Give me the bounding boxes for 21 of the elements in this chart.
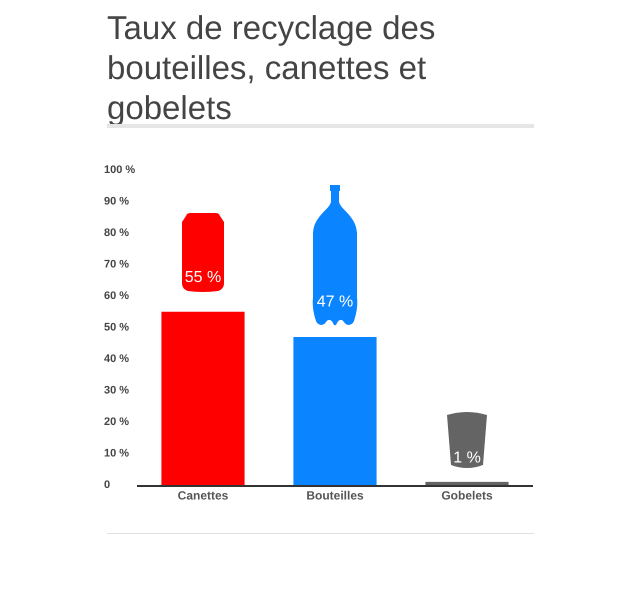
y-tick-label: 100 % bbox=[104, 164, 136, 176]
bar bbox=[425, 482, 509, 485]
y-tick-label: 80 % bbox=[104, 227, 130, 240]
x-tick-label: Gobelets bbox=[441, 488, 493, 503]
x-tick-label: Canettes bbox=[178, 488, 229, 503]
x-tick-label: Bouteilles bbox=[306, 488, 364, 503]
y-tick-label: 50 % bbox=[104, 322, 130, 334]
bar bbox=[161, 312, 245, 485]
y-tick-label: 0 bbox=[104, 479, 110, 492]
data-label: 47 % bbox=[316, 293, 354, 310]
y-tick-label: 30 % bbox=[104, 384, 130, 397]
y-tick-label: 60 % bbox=[104, 290, 130, 302]
y-tick-label: 70 % bbox=[104, 258, 130, 271]
bar bbox=[293, 336, 377, 485]
y-tick-label: 20 % bbox=[104, 416, 130, 428]
y-tick-label: 90 % bbox=[104, 196, 130, 208]
data-label: 1 % bbox=[453, 449, 481, 466]
chart-title: Taux de recyclage des bouteilles, canettes et gobelets bbox=[107, 8, 436, 128]
y-tick-label: 40 % bbox=[104, 353, 130, 366]
y-tick-label: 10 % bbox=[104, 448, 130, 460]
data-label: 55 % bbox=[184, 269, 222, 286]
